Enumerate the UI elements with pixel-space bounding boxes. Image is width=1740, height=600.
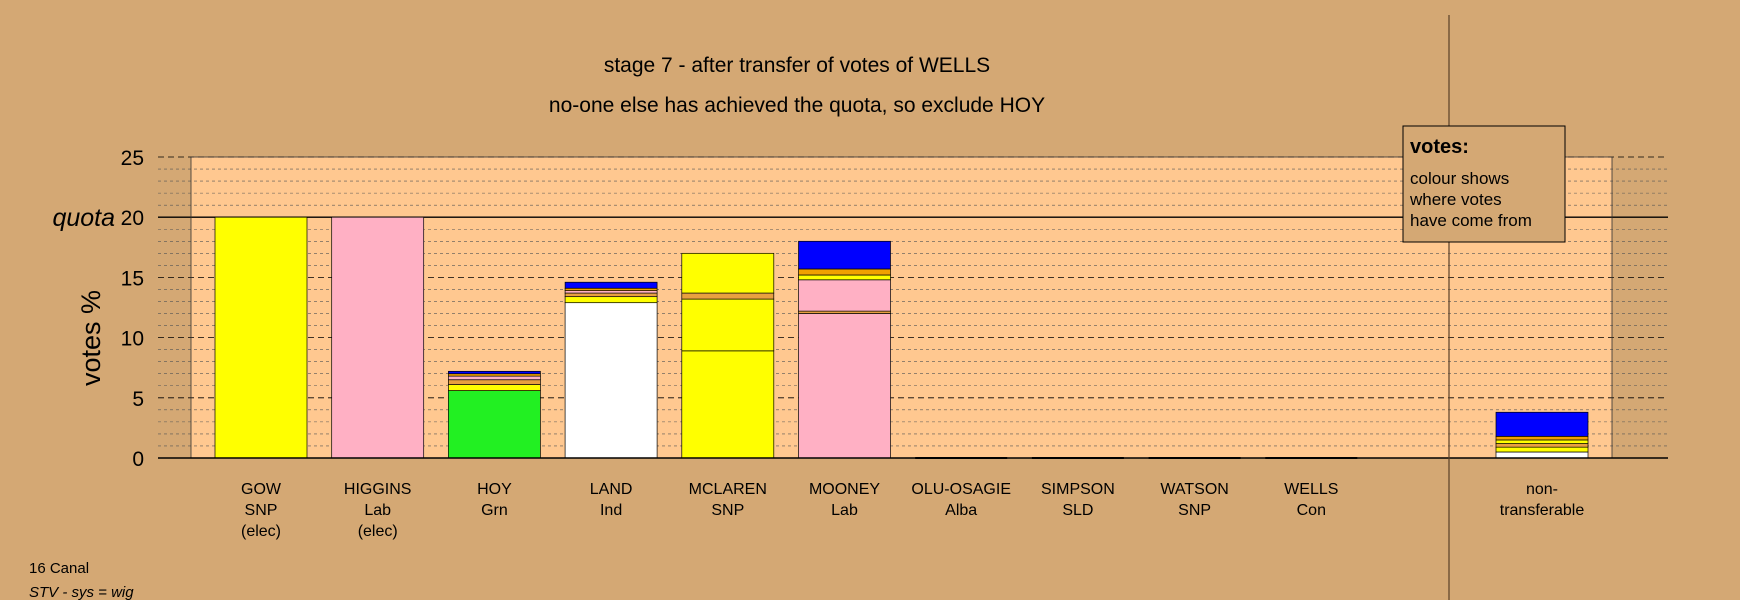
category-labels: GOW SNP (elec) HIGGINS Lab (elec) HOY Grn LAND In…: [241, 481, 1584, 540]
legend-line: have come from: [1410, 211, 1532, 230]
category-party: SNP: [711, 502, 744, 519]
bar-segment: [448, 379, 541, 385]
nontransferable-label: non-: [1526, 481, 1558, 498]
category-status: (elec): [241, 523, 281, 540]
bar-segment: [798, 313, 891, 459]
bar-segment: [798, 268, 891, 276]
bar-segment: [214, 216, 308, 459]
category-name: MOONEY: [809, 481, 880, 498]
bar-segment: [564, 296, 658, 304]
bar-segment: [564, 302, 658, 459]
y-axis: 0 5 10 15 20 25: [121, 147, 1668, 471]
category-party: Alba: [945, 502, 977, 519]
category-party: Ind: [600, 502, 622, 519]
category-name: LAND: [590, 481, 633, 498]
plot-area: [191, 157, 1612, 458]
bar-segment: [798, 279, 891, 312]
footer-system: STV - sys = wig: [29, 584, 134, 600]
chart-title: stage 7 - after transfer of votes of WEL…: [604, 54, 990, 77]
bar-segment: [564, 292, 658, 298]
category-party: Lab: [364, 502, 391, 519]
nontransferable-segment: [1495, 439, 1589, 444]
y-tick-label: 5: [132, 388, 144, 411]
bar-segment: [564, 290, 658, 294]
bar-segment: [448, 384, 541, 391]
bar-segment: [448, 370, 541, 375]
category-party: SNP: [245, 502, 278, 519]
legend-line: colour shows: [1410, 169, 1509, 188]
bar-segment: [798, 274, 891, 281]
bar-segment: [798, 240, 891, 270]
category-status: (elec): [358, 523, 398, 540]
category-party: Grn: [481, 502, 508, 519]
nontransferable-segment: [1495, 446, 1589, 453]
bar-segment: [331, 216, 425, 459]
bar-segment: [564, 281, 658, 289]
y-tick-label: 20: [121, 207, 144, 230]
category-name: WATSON: [1160, 481, 1228, 498]
y-tick-label: 10: [121, 328, 144, 351]
bars: [214, 216, 1589, 459]
bar-segment: [681, 298, 775, 352]
y-tick-label: 15: [121, 267, 144, 290]
legend-line: where votes: [1409, 190, 1502, 209]
nontransferable-segment: [1495, 411, 1589, 437]
y-tick-label: 0: [132, 448, 144, 471]
category-name: WELLS: [1284, 481, 1338, 498]
legend-heading: votes:: [1410, 136, 1469, 158]
bar-segment: [681, 350, 775, 459]
category-name: GOW: [241, 481, 282, 498]
bar-segment: [564, 287, 658, 291]
nontransferable-segment: [1495, 435, 1589, 441]
nontransferable-segment: [1495, 443, 1589, 448]
category-name: SIMPSON: [1041, 481, 1115, 498]
bar-segment: [681, 252, 775, 294]
category-name: OLU-OSAGIE: [911, 481, 1011, 498]
y-tick-label: 25: [121, 147, 144, 170]
category-party: SLD: [1062, 502, 1093, 519]
quota-label: quota: [52, 204, 115, 232]
category-name: MCLAREN: [689, 481, 767, 498]
bar-segment: [798, 310, 891, 314]
category-party: SNP: [1178, 502, 1211, 519]
category-name: HOY: [477, 481, 512, 498]
nontransferable-label: transferable: [1500, 502, 1585, 519]
legend: votes: colour shows where votes have com…: [1402, 125, 1566, 243]
category-name: HIGGINS: [344, 481, 412, 498]
y-axis-label: votes %: [76, 290, 106, 386]
legend-box: [1402, 125, 1566, 243]
bar-segment: [681, 292, 775, 300]
bar-segment: [448, 390, 541, 459]
category-party: Con: [1297, 502, 1326, 519]
bar-segment: [448, 373, 541, 377]
category-party: Lab: [831, 502, 858, 519]
bar-segment: [448, 375, 541, 381]
nontransferable-segment: [1495, 451, 1589, 459]
chart-subtitle: no-one else has achieved the quota, so e…: [549, 94, 1045, 117]
footer-constituency: 16 Canal: [29, 560, 89, 577]
